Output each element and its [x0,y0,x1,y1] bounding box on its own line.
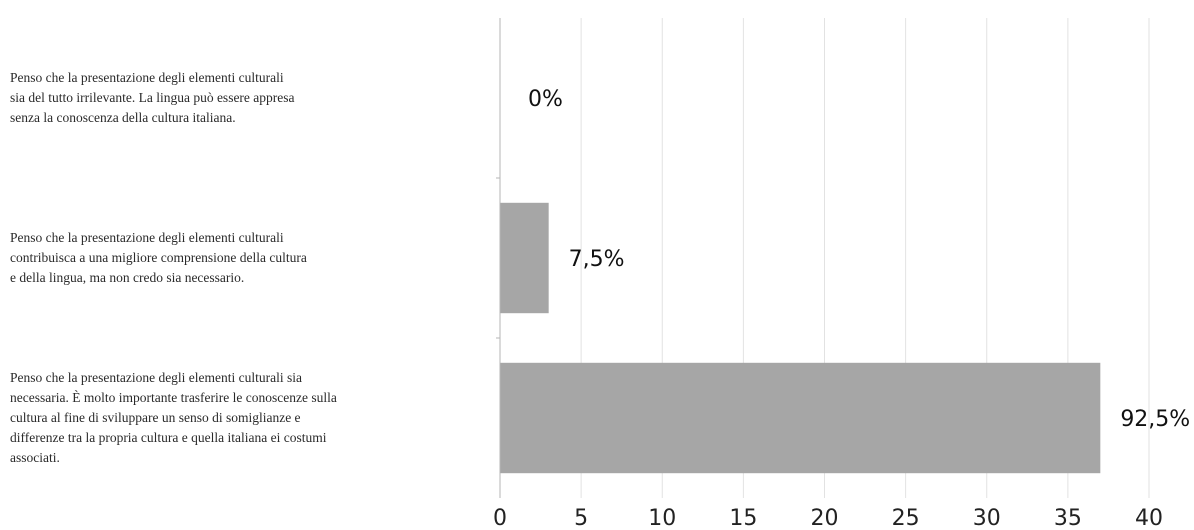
x-tick-label: 30 [973,506,1001,530]
x-tick-label: 15 [729,506,757,530]
category-label: Penso che la presentazione degli element… [10,70,295,125]
data-label: 7,5% [569,247,625,272]
y-axis [496,18,501,498]
category-labels: Penso che la presentazione degli element… [10,70,337,465]
category-label-line: differenze tra la propria cultura e quel… [10,430,327,445]
x-tick-label: 40 [1135,506,1163,530]
category-label-line: cultura al fine di sviluppare un senso d… [10,410,301,425]
data-labels: 0% 7,5% 92,5% [528,87,1190,432]
category-label: Penso che la presentazione degli element… [10,230,307,285]
category-label: Penso che la presentazione degli element… [10,370,337,465]
category-label-line: Penso che la presentazione degli element… [10,370,302,385]
bar [500,362,1101,474]
category-label-line: senza la conoscenza della cultura italia… [10,110,236,125]
category-label-line: sia del tutto irrilevante. La lingua può… [10,90,295,105]
x-tick-label: 5 [574,506,588,530]
category-label-line: Penso che la presentazione degli element… [10,230,284,245]
category-label-line: e della lingua, ma non credo sia necessa… [10,270,244,285]
category-label-line: Penso che la presentazione degli element… [10,70,284,85]
x-tick-label: 10 [648,506,676,530]
x-tick-label: 35 [1054,506,1082,530]
x-tick-label: 0 [493,506,507,530]
bars [500,202,1101,474]
data-label: 0% [528,87,563,112]
x-tick-label: 25 [892,506,920,530]
x-tick-label: 20 [811,506,839,530]
category-label-line: associati. [10,450,60,465]
x-tick-labels: 0 5 10 15 20 25 30 35 40 [493,506,1163,530]
category-label-line: necessaria. È molto importante trasferir… [10,390,337,405]
data-label: 92,5% [1120,407,1190,432]
category-label-line: contribuisca a una migliore comprensione… [10,250,307,265]
gridlines [580,18,1150,498]
bar [500,202,549,314]
